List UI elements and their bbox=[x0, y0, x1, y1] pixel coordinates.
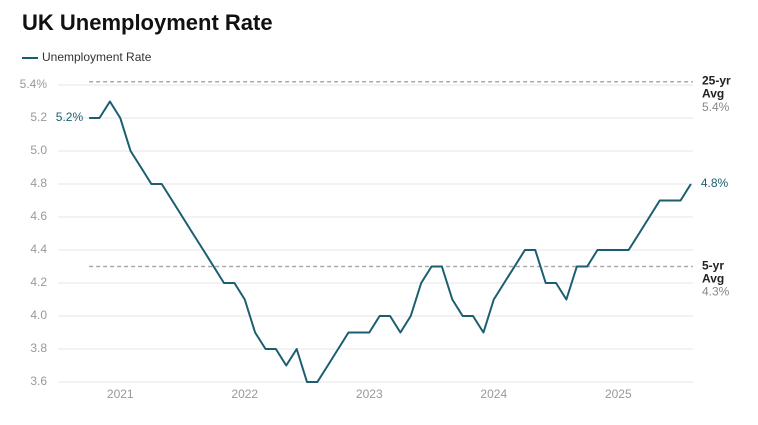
line bbox=[89, 100, 692, 383]
x-tick-label: 2022 bbox=[231, 387, 258, 401]
y-tick-label: 3.8 bbox=[30, 341, 47, 355]
y-tick-label: 3.6 bbox=[30, 374, 47, 388]
x-tick-label: 2025 bbox=[605, 387, 632, 401]
reference-label: 5-yr Avg bbox=[702, 259, 724, 286]
reference-value-label: 4.3% bbox=[702, 285, 730, 299]
y-tick-label: 5.2 bbox=[30, 110, 47, 124]
chart-title: UK Unemployment Rate bbox=[22, 10, 273, 35]
x-tick-label: 2024 bbox=[480, 387, 507, 401]
x-tick-label: 2021 bbox=[107, 387, 134, 401]
y-tick-label: 4.2 bbox=[30, 275, 47, 289]
value-label: 5.2% bbox=[56, 110, 84, 124]
y-tick-label: 4.0 bbox=[30, 308, 47, 322]
y-tick-label: 4.4 bbox=[30, 242, 47, 256]
y-tick-label: 4.6 bbox=[30, 209, 47, 223]
reference-value-label: 5.4% bbox=[702, 100, 730, 114]
y-tick-label: 4.8 bbox=[30, 176, 47, 190]
y-tick-label: 5.0 bbox=[30, 143, 47, 157]
x-tick-label: 2023 bbox=[356, 387, 383, 401]
legend-label: Unemployment Rate bbox=[42, 50, 152, 64]
y-tick-label: 5.4% bbox=[20, 77, 48, 91]
reference-label: 25-yr Avg bbox=[702, 74, 731, 101]
value-label: 4.8% bbox=[701, 176, 729, 190]
